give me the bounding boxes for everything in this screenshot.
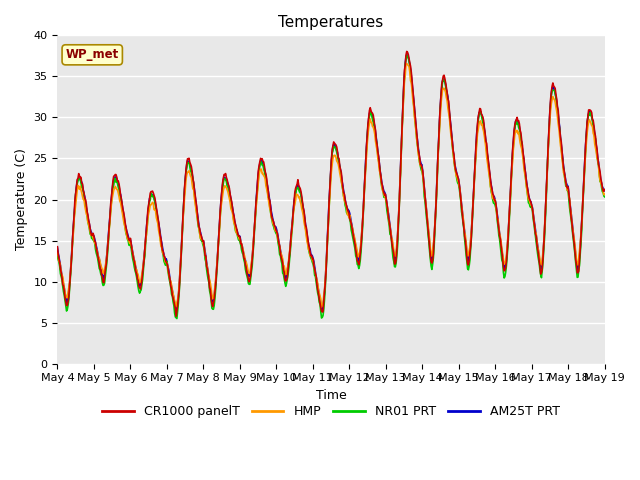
- HMP: [403, 60, 411, 66]
- CR1000 panelT: [172, 313, 180, 319]
- NR01 PRT: [120, 213, 127, 219]
- Text: WP_met: WP_met: [66, 48, 119, 61]
- CR1000 panelT: [120, 209, 127, 215]
- HMP: [398, 127, 406, 133]
- HMP: [54, 250, 61, 256]
- AM25T PRT: [63, 300, 71, 305]
- Line: HMP: HMP: [58, 63, 605, 307]
- CR1000 panelT: [415, 150, 423, 156]
- CR1000 panelT: [176, 273, 184, 278]
- Title: Temperatures: Temperatures: [278, 15, 383, 30]
- CR1000 panelT: [403, 48, 411, 54]
- Line: AM25T PRT: AM25T PRT: [58, 55, 605, 311]
- NR01 PRT: [54, 253, 61, 259]
- NR01 PRT: [601, 194, 609, 200]
- NR01 PRT: [398, 125, 406, 131]
- X-axis label: Time: Time: [316, 389, 346, 402]
- CR1000 panelT: [205, 277, 212, 283]
- HMP: [204, 269, 212, 275]
- NR01 PRT: [173, 316, 180, 322]
- HMP: [317, 304, 325, 310]
- NR01 PRT: [403, 52, 411, 58]
- HMP: [601, 192, 609, 197]
- AM25T PRT: [54, 244, 61, 250]
- CR1000 panelT: [54, 244, 61, 250]
- Line: CR1000 panelT: CR1000 panelT: [58, 51, 605, 316]
- AM25T PRT: [176, 269, 184, 275]
- NR01 PRT: [415, 155, 423, 161]
- Legend: CR1000 panelT, HMP, NR01 PRT, AM25T PRT: CR1000 panelT, HMP, NR01 PRT, AM25T PRT: [97, 400, 564, 423]
- NR01 PRT: [176, 277, 184, 283]
- HMP: [63, 295, 71, 301]
- HMP: [415, 154, 423, 160]
- AM25T PRT: [415, 150, 423, 156]
- AM25T PRT: [398, 120, 406, 126]
- HMP: [120, 218, 127, 224]
- AM25T PRT: [120, 211, 127, 217]
- AM25T PRT: [404, 52, 412, 58]
- CR1000 panelT: [601, 187, 609, 192]
- Line: NR01 PRT: NR01 PRT: [58, 55, 605, 319]
- AM25T PRT: [601, 188, 609, 193]
- AM25T PRT: [205, 275, 212, 280]
- AM25T PRT: [172, 308, 180, 313]
- CR1000 panelT: [63, 302, 71, 308]
- Y-axis label: Temperature (C): Temperature (C): [15, 149, 28, 251]
- NR01 PRT: [63, 307, 71, 312]
- HMP: [175, 282, 183, 288]
- CR1000 panelT: [398, 121, 406, 127]
- NR01 PRT: [205, 279, 212, 285]
